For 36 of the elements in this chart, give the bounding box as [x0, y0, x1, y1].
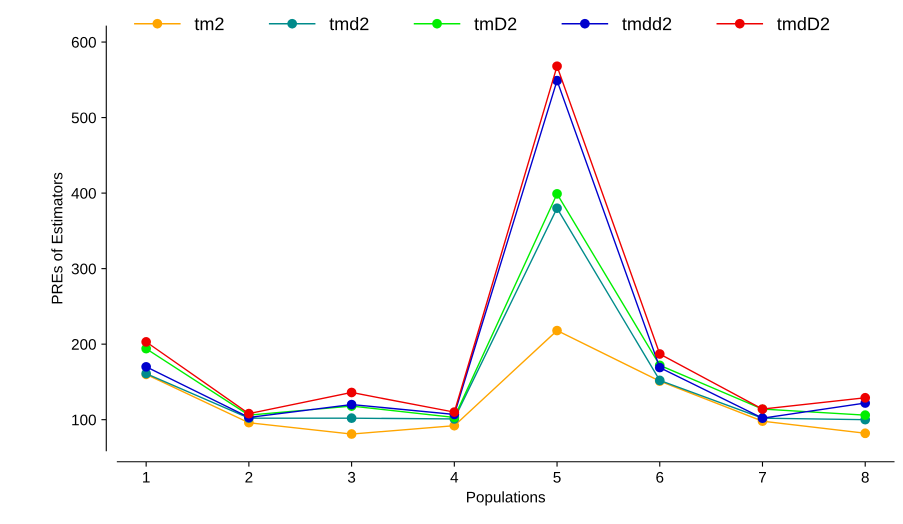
x-axis-title: Populations: [467, 491, 546, 506]
legend-label: tmdd2: [622, 16, 672, 30]
point: [552, 189, 562, 199]
x-tick-label: 5: [553, 472, 561, 483]
point: [552, 61, 562, 72]
legend-label: tm2: [194, 17, 224, 30]
point: [860, 392, 870, 403]
point: [654, 349, 665, 359]
y-tick-label: 600: [72, 36, 96, 48]
x-tick-label: 4: [450, 472, 458, 483]
legend-label: tmD2: [474, 17, 516, 30]
point: [654, 362, 665, 372]
x-tick-label: 6: [656, 472, 664, 483]
x-tick-label: 8: [862, 472, 869, 483]
point: [860, 410, 870, 420]
x-tick-label: 1: [143, 472, 150, 483]
point: [346, 429, 356, 439]
x-tick-label: 7: [759, 472, 766, 483]
x-tick-label: 3: [348, 472, 356, 483]
y-tick-label: 400: [71, 188, 96, 199]
legend-label: tmdD2: [777, 16, 830, 30]
y-tick-label: 100: [72, 414, 96, 426]
point: [552, 326, 562, 336]
point: [860, 428, 870, 438]
point: [141, 362, 152, 372]
y-tick-label: 200: [72, 339, 96, 350]
y-tick-label: 300: [72, 263, 96, 274]
point: [346, 388, 356, 398]
x-tick-label: 2: [245, 472, 252, 483]
legend-label: tmd2: [329, 16, 368, 30]
y-tick-label: 500: [72, 112, 96, 124]
point: [141, 337, 152, 347]
point: [346, 413, 356, 424]
point: [449, 407, 460, 417]
y-axis-title: PREs of Estimators: [51, 172, 62, 304]
point: [552, 203, 562, 214]
